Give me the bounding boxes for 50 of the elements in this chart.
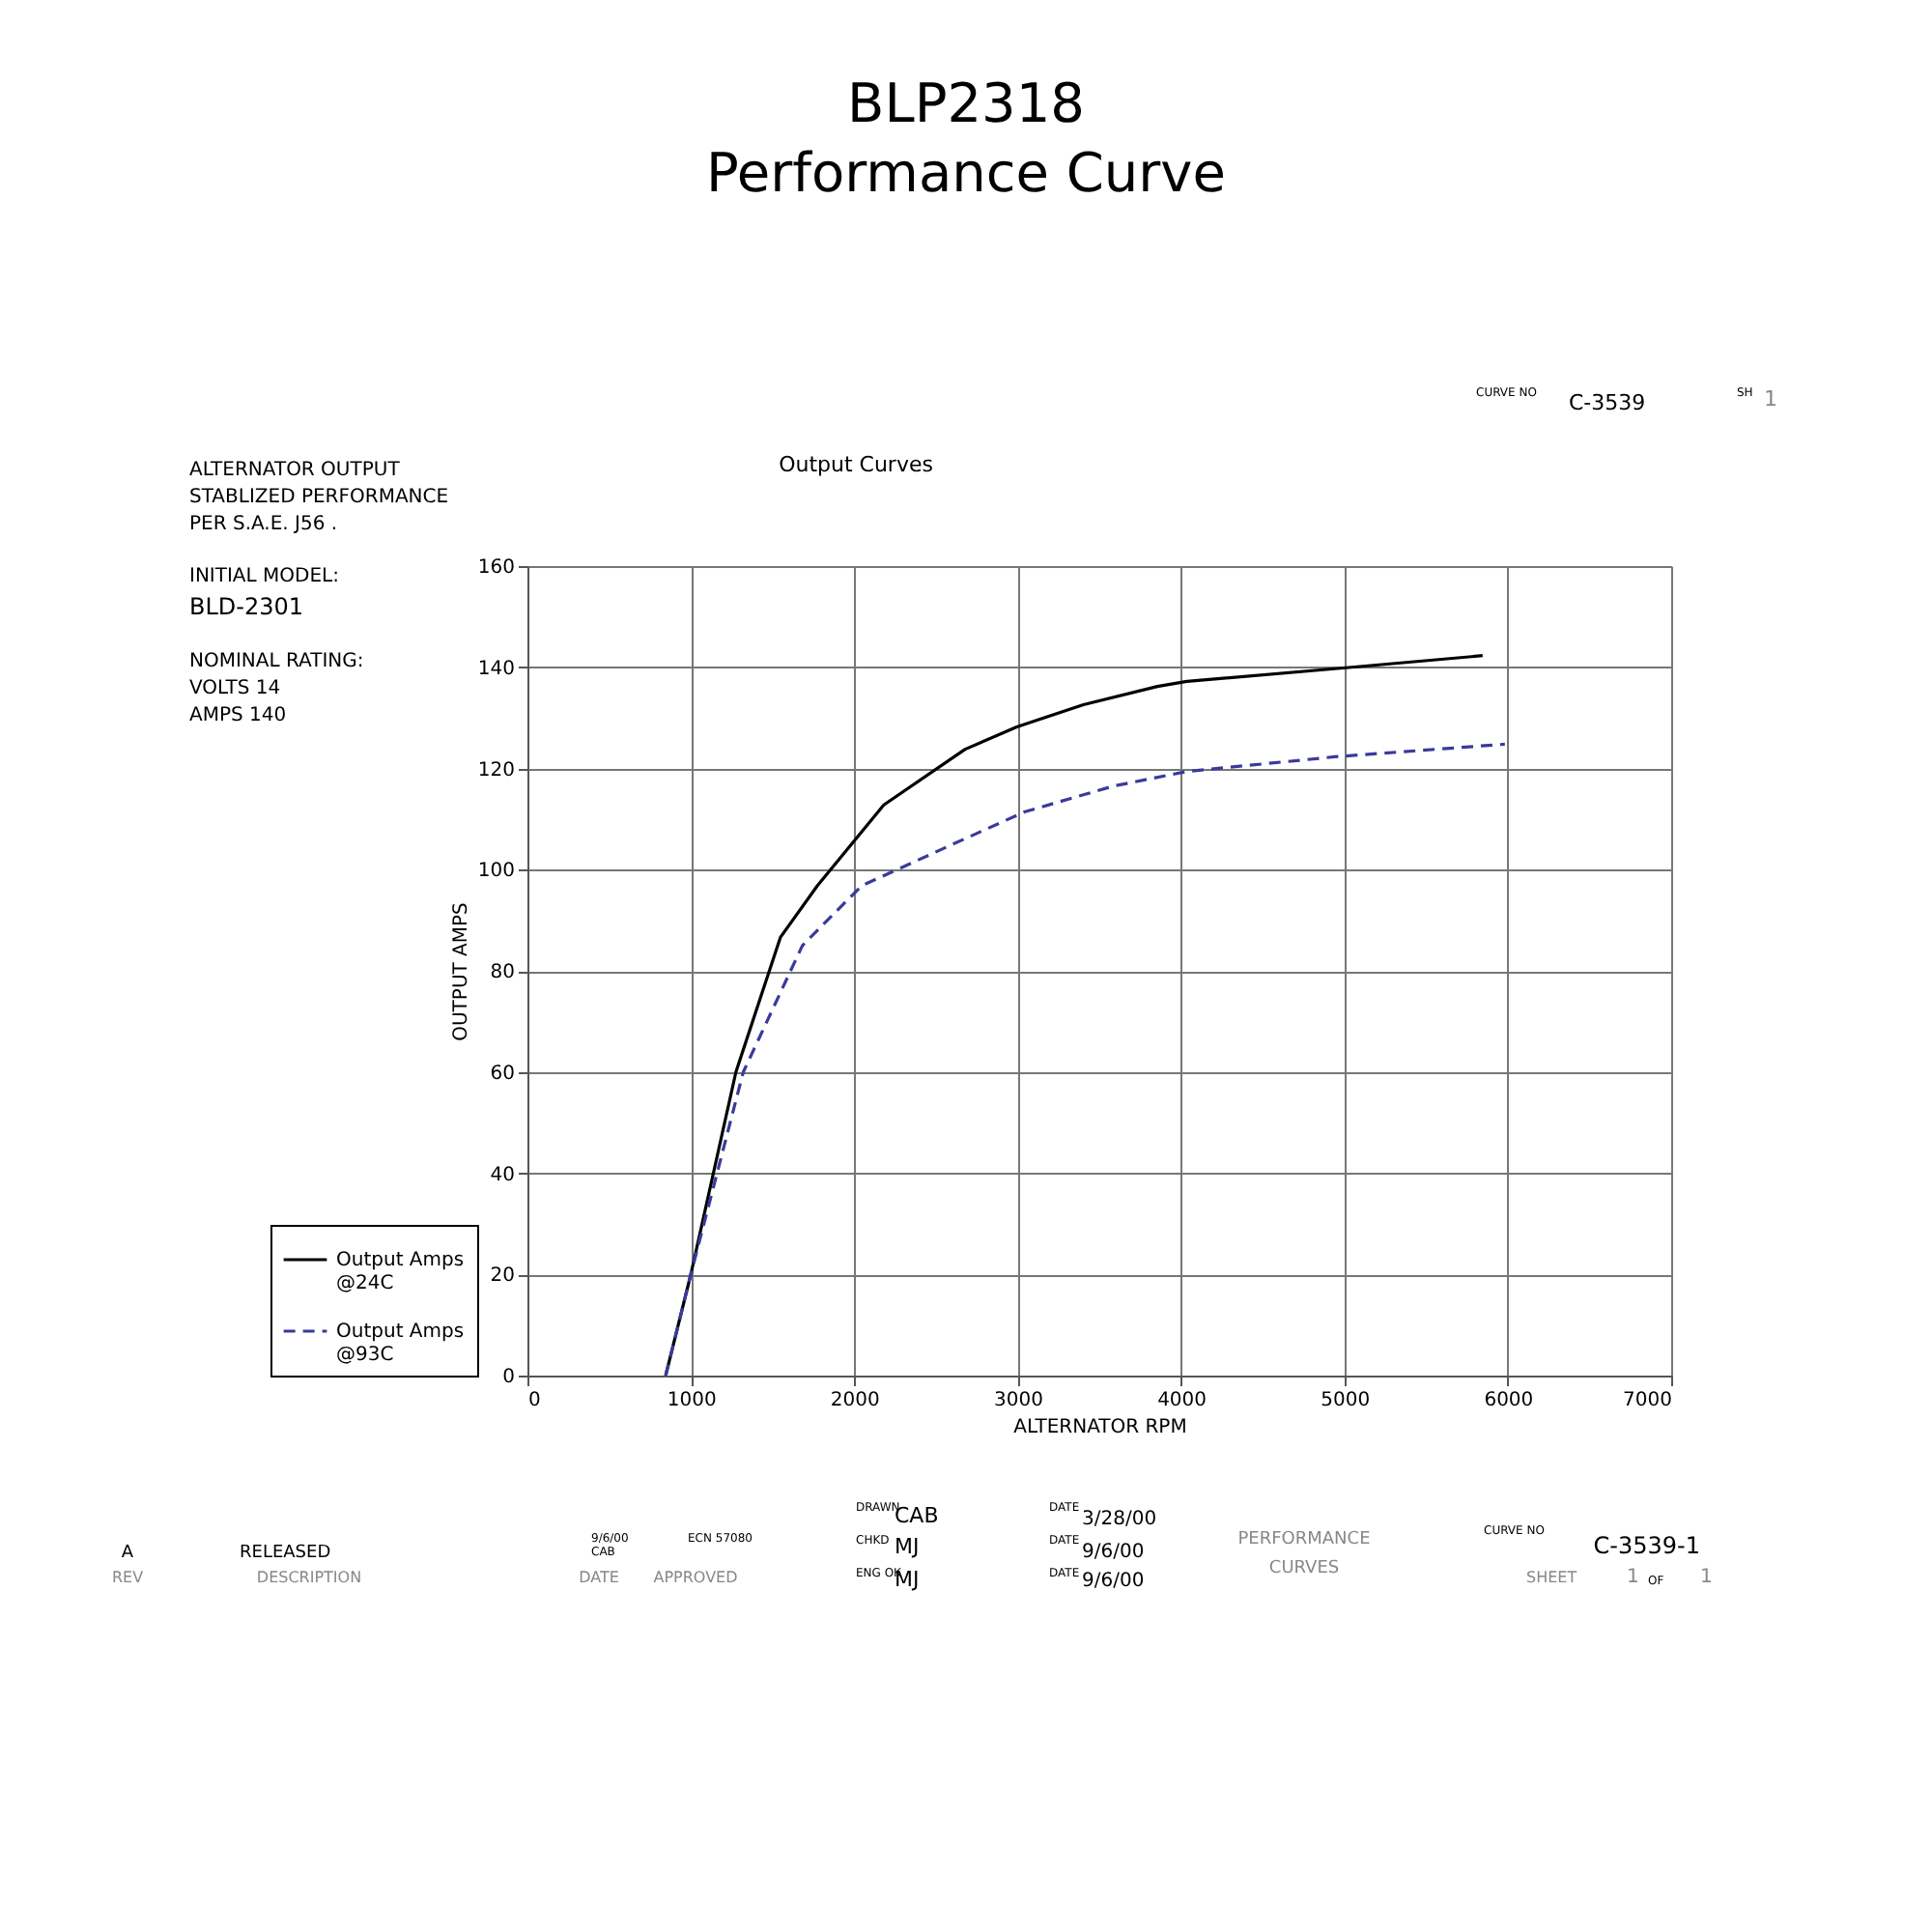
x-tick-label: 5000 <box>1321 1390 1371 1411</box>
text: C-3539-1 <box>1593 1532 1700 1559</box>
x-tick-label: 3000 <box>993 1390 1043 1411</box>
text: 9/6/00 <box>1082 1571 1145 1592</box>
x-tick-label: 6000 <box>1484 1390 1534 1411</box>
y-tick-label: 100 <box>477 861 515 883</box>
y-tick-label: 40 <box>490 1164 515 1186</box>
text: Performance Curve <box>706 141 1226 205</box>
text: INITIAL MODEL: <box>189 566 339 587</box>
chart-subtitle: Output Curves <box>779 452 934 477</box>
text: DESCRIPTION <box>256 1569 362 1586</box>
text: A <box>121 1544 135 1563</box>
y-tick-label: 120 <box>477 759 515 781</box>
y-tick-label: 0 <box>502 1367 515 1388</box>
text: BLD-2301 <box>189 593 304 620</box>
y-tick-label: 160 <box>477 557 515 579</box>
y-tick-label: 60 <box>490 1063 515 1085</box>
text: NOMINAL RATING: <box>189 651 364 672</box>
text: CURVES <box>1268 1559 1340 1578</box>
text: 1 <box>1627 1567 1639 1588</box>
text: 9/6/00 <box>1082 1542 1145 1563</box>
text: C-3539 <box>1569 390 1646 415</box>
legend-label: Output Amps @93C <box>336 1321 465 1366</box>
y-tick-label: 20 <box>490 1265 515 1288</box>
y-axis-title: OUTPUT AMPS <box>450 902 472 1041</box>
x-tick-label: 0 <box>528 1390 541 1411</box>
text: MJ <box>895 1534 920 1559</box>
text: VOLTS 14 <box>189 678 281 699</box>
x-axis-title: ALTERNATOR RPM <box>1013 1417 1187 1438</box>
x-tick-label: 2000 <box>830 1390 880 1411</box>
y-tick-label: 140 <box>477 658 515 680</box>
x-tick-label: 7000 <box>1623 1390 1672 1411</box>
text: APPROVED <box>653 1569 738 1586</box>
text: 3/28/00 <box>1082 1509 1157 1530</box>
legend-label: Output Amps @24C <box>336 1250 465 1294</box>
text: STABLIZED PERFORMANCE <box>189 487 449 508</box>
text: PER S.A.E. J56 . <box>189 514 338 535</box>
y-tick-label: 80 <box>490 962 515 983</box>
text: BLP2318 <box>847 71 1085 135</box>
text: ALTERNATOR OUTPUT <box>189 460 402 481</box>
x-tick-label: 4000 <box>1157 1390 1208 1411</box>
text: SHEET <box>1526 1569 1577 1586</box>
text: 1 <box>1764 386 1777 412</box>
text: 1 <box>1700 1567 1713 1588</box>
text: AMPS 140 <box>189 705 287 726</box>
text: REV <box>111 1569 145 1586</box>
text: RELEASED <box>240 1544 331 1563</box>
text: PERFORMANCE <box>1237 1530 1372 1549</box>
text: DATE <box>579 1569 619 1586</box>
x-tick-label: 1000 <box>667 1390 717 1411</box>
